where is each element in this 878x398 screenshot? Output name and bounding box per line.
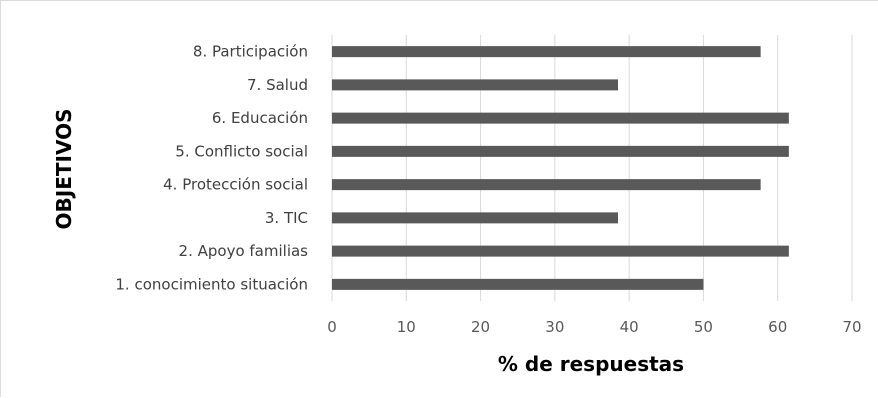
x-tick-label: 60 xyxy=(768,318,787,336)
x-tick-labels: 0 10 20 30 40 50 60 70 xyxy=(327,318,861,336)
gridlines xyxy=(331,35,853,301)
bar xyxy=(332,145,789,157)
category-label: 8. Participación xyxy=(193,43,308,61)
bar xyxy=(332,212,618,224)
y-axis-title: OBJETIVOS xyxy=(52,109,76,230)
category-labels: 1. conocimiento situación 2. Apoyo famili… xyxy=(115,43,308,294)
bar xyxy=(332,278,704,290)
bar xyxy=(332,112,789,124)
x-tick-label: 40 xyxy=(620,318,639,336)
bar xyxy=(332,79,618,91)
category-label: 6. Educación xyxy=(212,109,308,127)
bar xyxy=(332,46,761,58)
category-label: 2. Apoyo familias xyxy=(179,242,309,260)
x-tick-label: 10 xyxy=(397,318,416,336)
x-tick-label: 30 xyxy=(545,318,564,336)
bars xyxy=(332,46,789,290)
category-label: 4. Protección social xyxy=(163,176,308,194)
category-label: 7. Salud xyxy=(247,76,308,94)
category-label: 5. Conflicto social xyxy=(175,142,308,160)
category-label: 1. conocimiento situación xyxy=(115,275,308,293)
x-tick-label: 20 xyxy=(471,318,490,336)
x-tick-label: 50 xyxy=(694,318,713,336)
x-tick-label: 70 xyxy=(842,318,861,336)
x-axis-title: % de respuestas xyxy=(498,352,684,376)
x-tick-label: 0 xyxy=(327,318,337,336)
bar xyxy=(332,245,789,257)
category-label: 3. TIC xyxy=(265,209,308,227)
bar xyxy=(332,179,761,191)
